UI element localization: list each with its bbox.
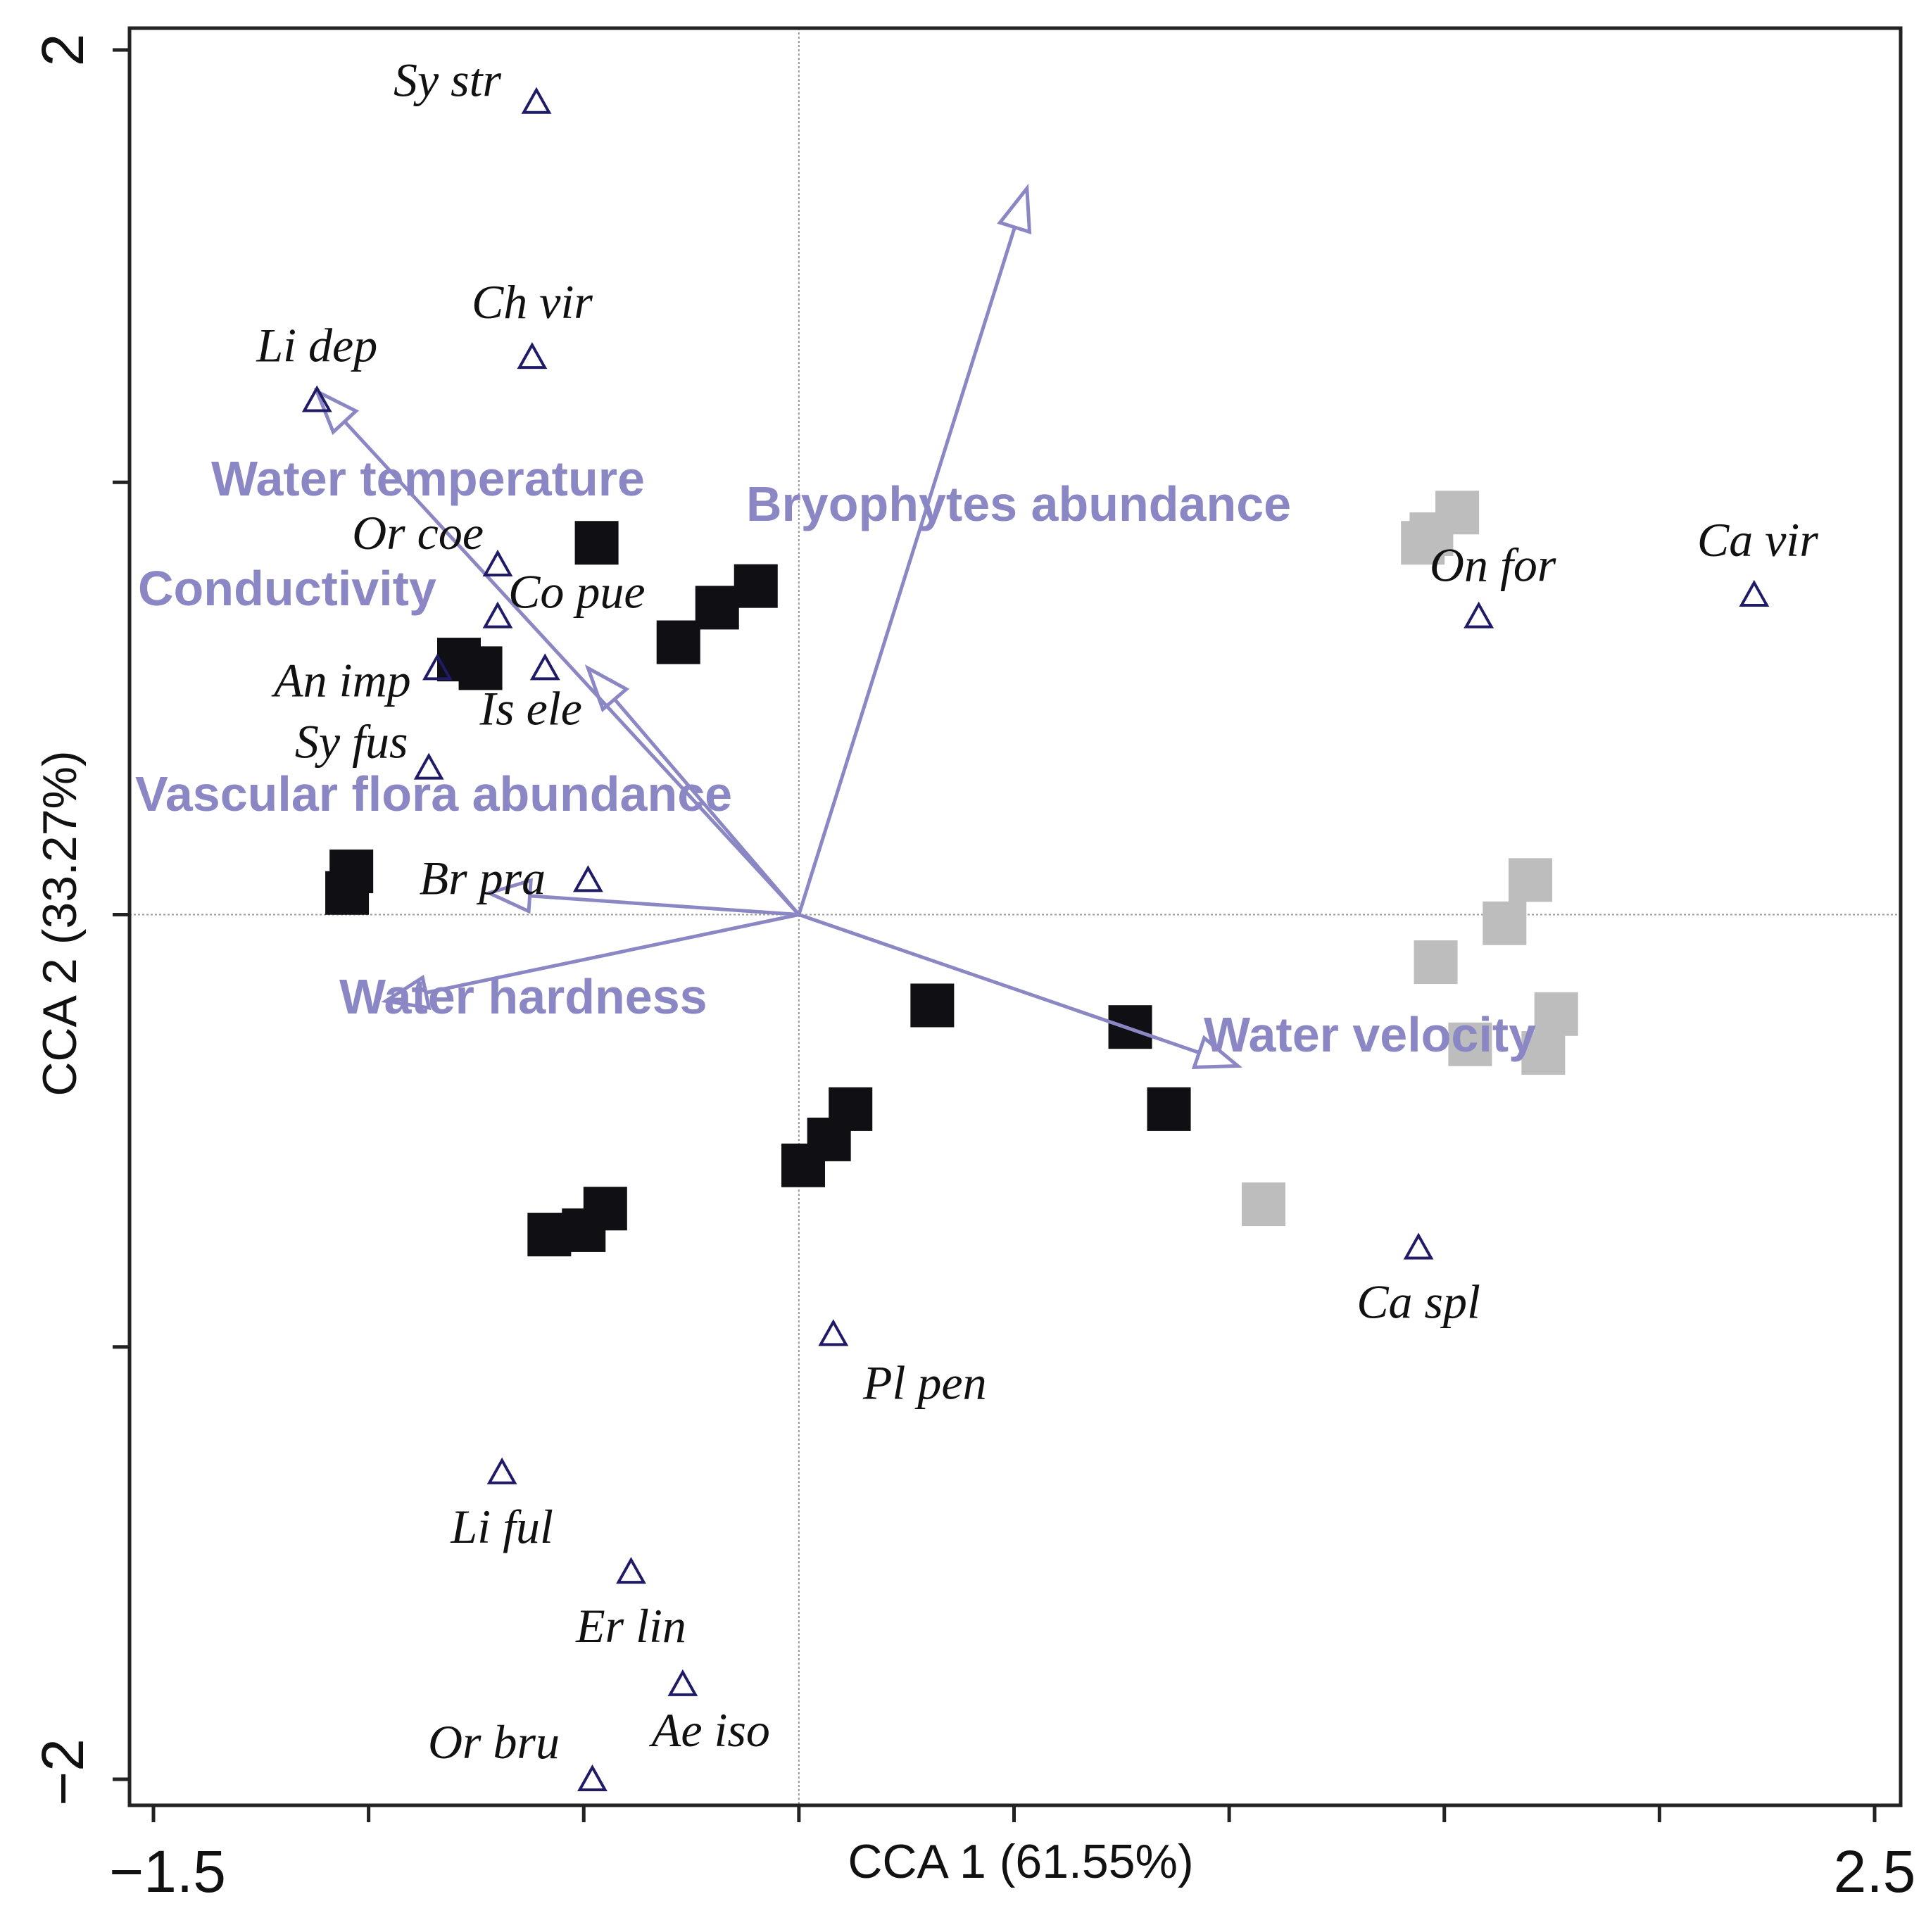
vector-label: Water temperature xyxy=(211,451,645,506)
species-markers xyxy=(301,87,1770,1791)
vector-water-hardness xyxy=(425,913,800,995)
y-axis-title: CCA 2 (33.27%) xyxy=(33,750,87,1096)
vector-arrowhead xyxy=(584,664,630,713)
site-marker-light xyxy=(1242,1182,1286,1227)
species-marker xyxy=(482,549,513,576)
vector-arrowhead xyxy=(381,974,432,1011)
site-marker-light xyxy=(1448,1022,1492,1066)
x-axis-title: CCA 1 (61.55%) xyxy=(848,1835,1193,1888)
species-marker xyxy=(517,342,548,370)
species-label: Sy fus xyxy=(295,715,408,769)
species-label: On for xyxy=(1430,538,1556,592)
environmental-vectors xyxy=(313,183,1243,1069)
reference-lines xyxy=(130,28,1901,1805)
species-label: Br pra xyxy=(420,851,546,904)
species-label: Ca vir xyxy=(1697,513,1818,567)
species-marker xyxy=(413,752,444,780)
site-marker-dark xyxy=(458,646,503,690)
species-marker xyxy=(422,653,453,681)
y-tick-label: 2 xyxy=(30,34,96,67)
vector-arrowhead xyxy=(997,183,1032,234)
species-marker xyxy=(301,385,332,412)
site-marker-dark xyxy=(325,871,370,915)
site-marker-light xyxy=(1414,940,1458,985)
species-label: Co pue xyxy=(508,565,646,619)
site-marker-dark xyxy=(527,1213,572,1257)
vector-bryophytes-abundance xyxy=(797,227,1016,916)
species-label: An imp xyxy=(271,653,411,707)
site-marker-light xyxy=(1401,521,1445,565)
species-label: Ch vir xyxy=(472,275,593,329)
species-label: Ca spl xyxy=(1357,1275,1480,1328)
species-marker xyxy=(572,865,603,892)
vector-label: Water velocity xyxy=(1204,1007,1536,1062)
species-marker xyxy=(521,87,552,114)
y-tick-label: −2 xyxy=(30,1738,96,1806)
site-marker-light xyxy=(1483,901,1527,945)
site-marker-dark xyxy=(781,1143,825,1187)
labels: −1.5 2.5 2 −2 Water temperature Conductivity B… xyxy=(30,34,1915,1905)
species-marker xyxy=(616,1557,646,1584)
x-tick-label: 2.5 xyxy=(1834,1838,1916,1905)
site-marker-dark xyxy=(574,521,619,565)
species-label: Er lin xyxy=(575,1599,686,1653)
vector-arrowhead xyxy=(1191,1035,1243,1069)
vector-arrowhead xyxy=(484,878,533,914)
species-marker xyxy=(1403,1232,1434,1260)
species-marker xyxy=(577,1764,608,1791)
site-marker-dark xyxy=(910,983,955,1028)
site-marker-dark xyxy=(734,564,778,608)
site-marker-dark xyxy=(695,586,739,630)
species-marker xyxy=(482,601,513,629)
species-marker xyxy=(1464,601,1494,629)
site-marker-light xyxy=(1509,858,1552,902)
species-marker xyxy=(1739,579,1770,607)
species-marker xyxy=(667,1669,698,1696)
vector-label: Conductivity xyxy=(138,561,436,616)
species-label: Ae iso xyxy=(649,1703,770,1757)
site-marker-light xyxy=(1534,992,1578,1036)
site-marker-light xyxy=(1521,1031,1566,1075)
vector-vascular-flora-abundance xyxy=(529,894,800,916)
species-marker xyxy=(529,653,560,681)
vector-label: Bryophytes abundance xyxy=(746,476,1291,531)
species-label: Or bru xyxy=(428,1715,560,1769)
species-label: Sy str xyxy=(394,53,502,107)
species-marker xyxy=(818,1319,849,1346)
species-label: Li ful xyxy=(450,1500,553,1553)
vector-water-velocity xyxy=(798,913,1200,1054)
species-label: Pl pen xyxy=(862,1356,987,1409)
vector-label: Water hardness xyxy=(339,969,707,1024)
site-marker-dark xyxy=(656,620,700,664)
axes xyxy=(113,26,1903,1822)
site-markers xyxy=(325,491,1578,1257)
species-label: Is ele xyxy=(479,681,582,735)
species-marker xyxy=(486,1457,517,1484)
vector-label: Vascular flora abundance xyxy=(135,766,732,821)
species-label: Or coe xyxy=(352,506,484,560)
site-marker-dark xyxy=(1147,1087,1191,1131)
species-label: Li dep xyxy=(256,319,377,372)
x-tick-label: −1.5 xyxy=(109,1838,226,1905)
vector-conductivity xyxy=(343,420,800,916)
